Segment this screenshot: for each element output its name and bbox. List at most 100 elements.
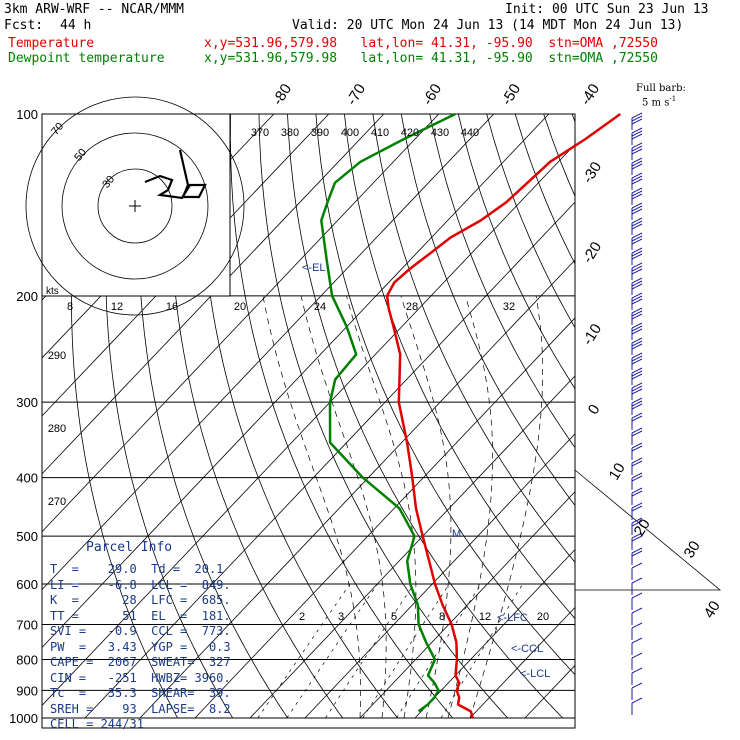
wind-barb-flag	[631, 592, 643, 599]
parcel-info-row: T = 29.0 Td = 20.1	[50, 562, 224, 576]
dry-adiabat	[287, 114, 563, 719]
dry-adiabat	[514, 114, 575, 265]
wind-barb-flag	[631, 382, 643, 389]
parcel-info-title: Parcel Info	[86, 540, 173, 555]
wind-barb-flag	[631, 118, 643, 125]
dry-adiabat	[400, 114, 575, 507]
theta-left-label: 270	[48, 496, 66, 508]
sounding-series	[320, 112, 622, 719]
level-marker: <-EL	[302, 262, 326, 274]
wind-barb-flag	[631, 445, 643, 452]
dry-adiabat	[315, 114, 575, 676]
parcel-info-row: SREH = 93 LAPSE= 8.2	[50, 701, 231, 716]
hodograph-axis-label: 16	[166, 301, 178, 313]
wind-barb-flag	[631, 385, 643, 392]
wind-barb-flag	[631, 133, 643, 140]
isotherm	[469, 606, 575, 719]
wind-barb-flag	[631, 355, 643, 362]
dry-adiabat	[105, 114, 234, 719]
wind-barb	[631, 247, 643, 265]
parcel-info-row: LI = -6.8 LCL = 849.	[50, 577, 231, 592]
wind-barb-flag	[631, 310, 643, 317]
wind-barb	[631, 427, 643, 445]
level-marker: M	[452, 528, 461, 540]
dry-adiabat	[486, 114, 575, 329]
theta-label: 440	[461, 127, 479, 139]
wind-barb	[631, 457, 643, 475]
wind-barb	[631, 412, 643, 430]
wind-barb-flag	[631, 415, 643, 422]
mixing-ratio-label: 5	[391, 611, 397, 623]
wind-barb-flag	[631, 265, 643, 272]
wind-barb-flag	[631, 325, 643, 332]
barb-legend-title: Full barb:	[636, 83, 686, 94]
wind-barb	[631, 502, 643, 520]
dry-adiabat	[138, 114, 289, 719]
wind-barb-flag	[631, 178, 643, 185]
wind-barb-flag	[631, 367, 643, 374]
mixing-ratio-line	[257, 583, 351, 719]
dry-adiabat	[71, 114, 179, 719]
wind-barb	[631, 277, 643, 295]
wind-barb-flag	[631, 577, 643, 584]
wind-barb-flag	[631, 460, 643, 467]
wind-barb-flag	[631, 298, 643, 305]
plot-border	[41, 113, 576, 729]
wind-barb-flag	[631, 667, 643, 674]
temp-tick-label: -20	[579, 239, 605, 266]
wind-barb	[631, 127, 643, 145]
level-marker: <-CCL	[511, 643, 543, 655]
dry-adiabat	[457, 114, 575, 390]
wind-barb-flag	[631, 412, 643, 419]
theta-label: 430	[431, 127, 449, 139]
pressure-tick-label: 400	[16, 471, 38, 486]
wind-barb-flag	[631, 235, 643, 242]
dry-adiabat	[344, 114, 575, 620]
wind-barb-flag	[631, 238, 643, 245]
theta-label: 400	[341, 127, 359, 139]
parcel-info-row: CELL = 244/31	[50, 717, 144, 731]
valid-time: Valid: 20 UTC Mon 24 Jun 13 (14 MDT Mon …	[292, 18, 684, 33]
wind-barb-flag	[631, 172, 643, 179]
hodograph-axis-label: 20	[234, 301, 246, 313]
hodograph-ring	[61, 132, 209, 280]
pressure-tick-label: 200	[16, 289, 38, 304]
temp-tick-label: -80	[269, 81, 295, 108]
wind-barb-flag	[631, 490, 643, 497]
wind-barb-flag	[631, 370, 643, 377]
frame-extension	[574, 469, 722, 591]
wind-barb-flag	[631, 517, 643, 524]
wind-barb	[631, 262, 643, 280]
hodograph-trace	[144, 149, 207, 200]
barb-legend: Full barb: 5 m s-1	[636, 84, 686, 108]
wind-barb-flag	[631, 250, 643, 257]
wind-barb-flag	[631, 343, 643, 350]
isotherm	[304, 433, 575, 719]
wind-barb-flag	[631, 457, 643, 464]
wind-barb-flag	[631, 550, 643, 557]
wind-barb	[631, 682, 643, 700]
isotherm	[414, 548, 575, 719]
wind-barb-flag	[631, 145, 643, 152]
wind-barb	[631, 322, 643, 340]
hodograph-box	[41, 113, 231, 297]
wind-barb	[631, 592, 643, 610]
wind-barb-flag	[631, 472, 643, 479]
isotherm	[84, 201, 575, 719]
wind-barb	[631, 442, 643, 460]
dewpoint-line	[320, 112, 456, 713]
wind-barb-flag	[631, 175, 643, 182]
moist-adiabat	[346, 295, 417, 719]
wind-barb-flag	[631, 232, 643, 239]
wind-barb	[631, 487, 643, 505]
moist-adiabat	[447, 295, 493, 719]
wind-barb	[631, 202, 643, 220]
dry-adiabat	[686, 114, 740, 718]
wind-barb-flag	[631, 112, 643, 119]
wind-barb-flag	[631, 607, 643, 614]
mixing-ratio-line	[286, 583, 378, 719]
temp-legend-info: x,y=531.96,579.98 lat,lon= 41.31, -95.90…	[204, 36, 658, 51]
isotherm	[42, 143, 575, 706]
wind-barb-flag	[631, 388, 643, 395]
